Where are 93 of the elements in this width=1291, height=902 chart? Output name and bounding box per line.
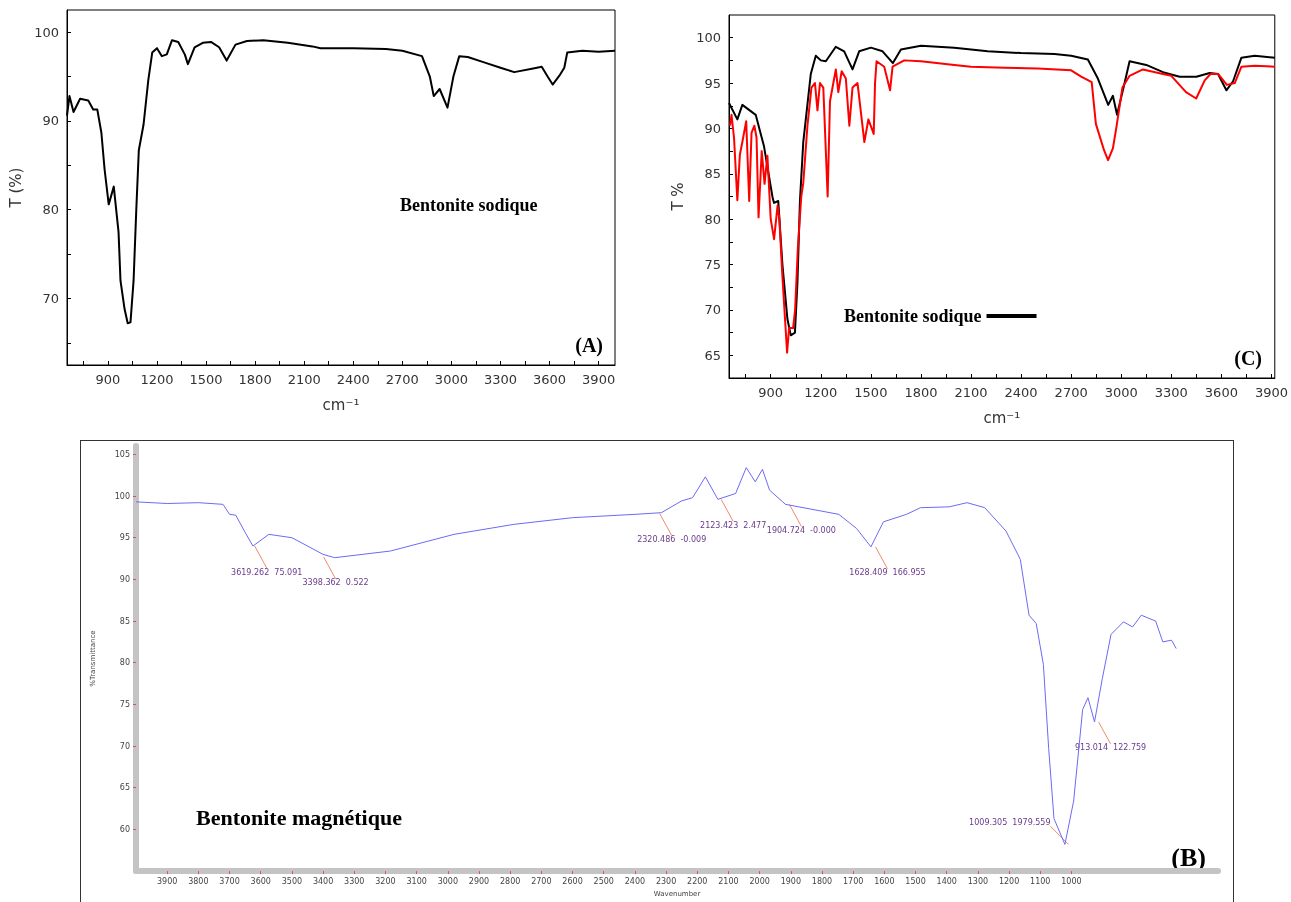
x-tick-label: 3600 bbox=[533, 372, 567, 387]
x-tick-label: 900 bbox=[95, 372, 121, 387]
annotation: Bentonite sodique bbox=[400, 195, 538, 215]
y-tick-label: 70 bbox=[704, 302, 721, 318]
y-tick-label: 90 bbox=[119, 574, 130, 584]
x-tick-label: 3900 bbox=[1254, 385, 1288, 400]
x-tick-label: 2400 bbox=[1004, 385, 1038, 400]
annotation: 3619.262 75.091 bbox=[231, 567, 303, 577]
x-tick-label: 3300 bbox=[483, 372, 518, 387]
x-tick-label: 2900 bbox=[468, 876, 490, 886]
y-tick-label: 70 bbox=[42, 290, 59, 306]
x-tick-label: 3900 bbox=[157, 876, 178, 886]
x-tick-label: 3100 bbox=[406, 876, 427, 886]
y-tick-label: 105 bbox=[114, 449, 130, 459]
annotation: (A) bbox=[575, 334, 603, 357]
x-tick-label: 3000 bbox=[1104, 385, 1138, 400]
x-tick-label: 2400 bbox=[624, 876, 646, 886]
x-tick-label: 3500 bbox=[281, 876, 303, 886]
x-tick-label: 2100 bbox=[287, 372, 321, 387]
line-series bbox=[135, 467, 1177, 845]
y-tick-label: 85 bbox=[704, 166, 721, 182]
x-tick-label: 1300 bbox=[967, 876, 989, 886]
x-tick-label: 3000 bbox=[437, 876, 458, 886]
x-tick-label: 1500 bbox=[905, 876, 926, 886]
x-tick-label: 1100 bbox=[1030, 876, 1051, 886]
annotation: (B) bbox=[1171, 842, 1207, 872]
y-tick-label: 70 bbox=[119, 741, 130, 751]
y-tick-label: 75 bbox=[704, 257, 721, 273]
annotation: 1009.305 1979.559 bbox=[969, 817, 1051, 827]
y-tick-label: 100 bbox=[34, 24, 59, 40]
x-tick-label: 1800 bbox=[238, 372, 272, 387]
x-tick-label: 3200 bbox=[375, 876, 396, 886]
y-tick-label: 100 bbox=[696, 30, 721, 46]
x-tick-label: 1400 bbox=[936, 876, 957, 886]
annotation: 1904.724 -0.000 bbox=[766, 525, 836, 535]
x-axis-title: cm⁻¹ bbox=[322, 395, 360, 414]
x-tick-label: 2100 bbox=[954, 385, 988, 400]
x-tick-label: 3400 bbox=[312, 876, 334, 886]
x-axis-title: cm⁻¹ bbox=[983, 408, 1021, 427]
x-tick-label: 2400 bbox=[336, 372, 370, 387]
y-tick-label: 90 bbox=[42, 113, 59, 129]
legend-label: Bentonite sodique bbox=[843, 306, 982, 326]
x-tick-label: 2100 bbox=[718, 876, 739, 886]
annotation: 1628.409 166.955 bbox=[849, 568, 926, 578]
x-tick-label: 1600 bbox=[874, 876, 895, 886]
x-tick-label: 900 bbox=[758, 385, 784, 400]
y-tick-label: 90 bbox=[704, 120, 721, 136]
annotation: 3398.362 0.522 bbox=[302, 578, 369, 588]
x-tick-label: 1200 bbox=[804, 385, 838, 400]
x-tick-label: 2200 bbox=[687, 876, 708, 886]
x-tick-label: 3000 bbox=[434, 372, 468, 387]
x-tick-label: 1000 bbox=[1061, 876, 1082, 886]
x-tick-label: 1500 bbox=[189, 372, 223, 387]
x-tick-label: 1200 bbox=[998, 876, 1020, 886]
x-tick-label: 3600 bbox=[250, 876, 271, 886]
y-tick-label: 80 bbox=[119, 658, 130, 668]
x-tick-label: 3800 bbox=[188, 876, 209, 886]
x-tick-label: 2700 bbox=[385, 372, 419, 387]
x-tick-label: 2300 bbox=[655, 876, 677, 886]
x-tick-label: 3300 bbox=[344, 876, 365, 886]
x-tick-label: 2600 bbox=[562, 876, 583, 886]
x-tick-label: 1800 bbox=[811, 876, 833, 886]
x-tick-label: 2700 bbox=[531, 876, 552, 886]
x-tick-label: 1200 bbox=[140, 372, 174, 387]
x-tick-label: 1500 bbox=[854, 385, 888, 400]
annotation: 913.014 122.759 bbox=[1074, 743, 1147, 753]
y-tick-label: 95 bbox=[704, 75, 721, 91]
x-tick-label: 2000 bbox=[749, 876, 770, 886]
annotation: (C) bbox=[1234, 347, 1262, 370]
y-tick-label: 80 bbox=[704, 211, 721, 227]
annotation: 2320.486 -0.009 bbox=[637, 535, 707, 545]
x-tick-label: 3300 bbox=[1154, 385, 1188, 400]
y-tick-label: 80 bbox=[42, 202, 59, 218]
y-axis-title: T % bbox=[668, 182, 687, 212]
annotation: 2123.423 2.477 bbox=[700, 520, 767, 530]
x-tick-label: 3600 bbox=[1204, 385, 1238, 400]
x-tick-label: 2800 bbox=[500, 876, 521, 886]
x-tick-label: 3900 bbox=[582, 372, 616, 387]
x-tick-label: 1800 bbox=[904, 385, 938, 400]
x-tick-label: 2500 bbox=[593, 876, 614, 886]
y-tick-label: 65 bbox=[704, 347, 721, 363]
annotation: Bentonite magnétique bbox=[196, 804, 403, 830]
y-tick-label: 85 bbox=[119, 616, 130, 626]
y-tick-label: 100 bbox=[114, 491, 130, 501]
y-tick-label: 60 bbox=[119, 824, 130, 834]
y-tick-label: 75 bbox=[119, 699, 130, 709]
y-axis-title: T (%) bbox=[6, 167, 25, 209]
x-tick-label: 2700 bbox=[1054, 385, 1088, 400]
y-tick-label: 65 bbox=[119, 783, 130, 793]
y-tick-label: 95 bbox=[119, 533, 130, 543]
x-tick-label: 3700 bbox=[219, 876, 240, 886]
x-tick-label: 1700 bbox=[843, 876, 864, 886]
x-tick-label: 1900 bbox=[780, 876, 801, 886]
